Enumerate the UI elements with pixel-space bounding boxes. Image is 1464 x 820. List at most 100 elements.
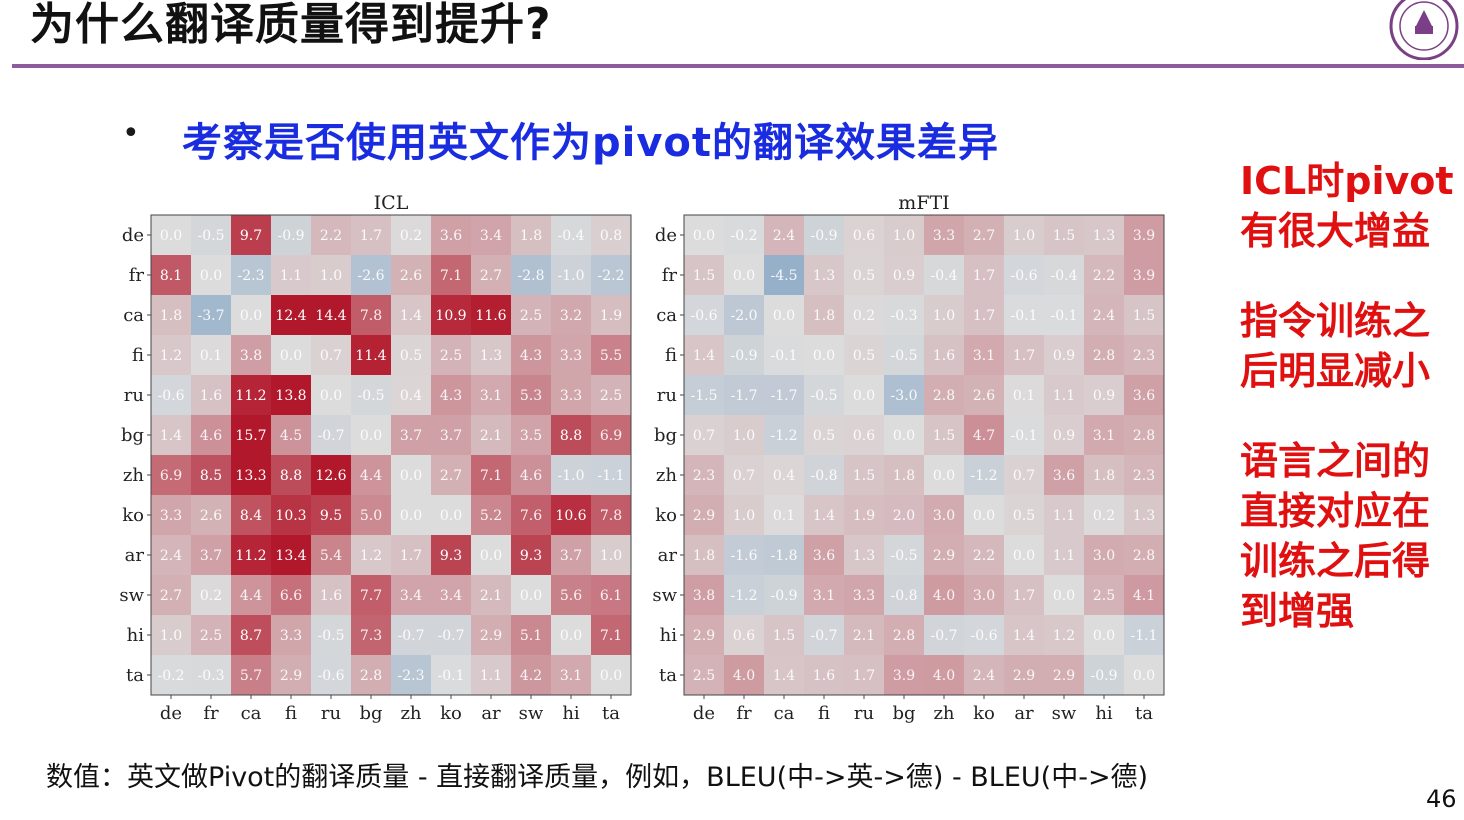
cell-value-label: 2.3 bbox=[1133, 348, 1155, 364]
cell-value-label: -1.1 bbox=[1131, 628, 1158, 644]
cell-value-label: 1.7 bbox=[1013, 348, 1035, 364]
heatmap-cell bbox=[1084, 575, 1124, 615]
heatmap-cell bbox=[684, 495, 724, 535]
heatmap-cell bbox=[844, 335, 884, 375]
cell-value-label: -2.0 bbox=[731, 308, 758, 324]
cell-value-label: 7.7 bbox=[360, 588, 382, 604]
heatmap-cell bbox=[351, 575, 391, 615]
heatmap-cell bbox=[231, 415, 271, 455]
cell-value-label: 3.3 bbox=[280, 628, 302, 644]
cell-value-label: 0.8 bbox=[600, 228, 622, 244]
x-tick-label: ru bbox=[854, 703, 874, 724]
cell-value-label: 3.3 bbox=[160, 508, 182, 524]
heatmap-cell bbox=[191, 335, 231, 375]
heatmap-cell bbox=[391, 255, 431, 295]
cell-value-label: 0.0 bbox=[813, 348, 835, 364]
heatmap-cell bbox=[591, 535, 631, 575]
heatmap-cell bbox=[1124, 335, 1164, 375]
cell-value-label: 14.4 bbox=[315, 308, 346, 324]
cell-value-label: 0.0 bbox=[1053, 588, 1075, 604]
cell-value-label: 0.1 bbox=[200, 348, 222, 364]
heatmap-cell bbox=[684, 455, 724, 495]
cell-value-label: 0.9 bbox=[1053, 348, 1075, 364]
heatmap-cell bbox=[684, 295, 724, 335]
heatmap-cell bbox=[431, 335, 471, 375]
cell-value-label: 0.0 bbox=[160, 228, 182, 244]
heatmap-cell bbox=[191, 535, 231, 575]
heatmap-cell bbox=[1004, 215, 1044, 255]
heatmap-cell bbox=[804, 375, 844, 415]
heatmap-cell bbox=[1084, 415, 1124, 455]
y-tick-label: ru bbox=[657, 385, 677, 406]
heatmap-cell bbox=[511, 655, 551, 695]
cell-value-label: 3.7 bbox=[440, 428, 462, 444]
heatmap-cell bbox=[924, 655, 964, 695]
heatmap-cell bbox=[231, 375, 271, 415]
heatmap-cell bbox=[471, 455, 511, 495]
cell-value-label: 3.6 bbox=[1053, 468, 1075, 484]
cell-value-label: 0.0 bbox=[600, 668, 622, 684]
y-tick-label: fi bbox=[132, 345, 144, 366]
cell-value-label: 2.9 bbox=[280, 668, 302, 684]
heatmap-cell bbox=[1084, 335, 1124, 375]
cell-value-label: 0.0 bbox=[1133, 668, 1155, 684]
heatmap-cell bbox=[471, 215, 511, 255]
cell-value-label: 0.1 bbox=[773, 508, 795, 524]
cell-value-label: -0.4 bbox=[558, 228, 585, 244]
heatmap-cell bbox=[471, 295, 511, 335]
cell-value-label: 0.9 bbox=[1053, 428, 1075, 444]
cell-value-label: 0.0 bbox=[400, 468, 422, 484]
heatmap-icl: ICL 0.0 -0.5 9.7 -0.9 2.2 1.7 0.2 3.6 3.4 1.8 -0.4 0… bbox=[119, 192, 632, 724]
heatmap-cell bbox=[1084, 295, 1124, 335]
cell-value-label: 9.3 bbox=[440, 548, 462, 564]
cell-value-label: 2.4 bbox=[773, 228, 795, 244]
cell-value-label: 7.1 bbox=[480, 468, 502, 484]
heatmap-cell bbox=[231, 255, 271, 295]
y-tick-label: ru bbox=[124, 385, 144, 406]
heatmap-cell bbox=[391, 215, 431, 255]
cell-value-label: 0.0 bbox=[280, 348, 302, 364]
cell-value-label: 3.0 bbox=[933, 508, 955, 524]
heatmap-cell bbox=[884, 575, 924, 615]
heatmap-cell bbox=[884, 455, 924, 495]
cell-value-label: 1.6 bbox=[200, 388, 222, 404]
heatmap-cell bbox=[1124, 535, 1164, 575]
y-tick-label: zh bbox=[123, 465, 144, 486]
heatmap-cell bbox=[591, 335, 631, 375]
heatmap-cell bbox=[231, 655, 271, 695]
heatmap-cell bbox=[391, 495, 431, 535]
cell-value-label: -0.9 bbox=[1091, 668, 1118, 684]
heatmap-cell bbox=[591, 215, 631, 255]
cell-value-label: 0.0 bbox=[360, 428, 382, 444]
cell-value-label: 2.9 bbox=[1053, 668, 1075, 684]
cell-value-label: 13.8 bbox=[275, 388, 306, 404]
heatmap-cell bbox=[231, 455, 271, 495]
cell-value-label: 11.4 bbox=[355, 348, 386, 364]
cell-value-label: -3.0 bbox=[891, 388, 918, 404]
side-note-line: 语言之间的 bbox=[1240, 439, 1431, 483]
heatmap-cell bbox=[591, 575, 631, 615]
heatmap-cell bbox=[684, 535, 724, 575]
heatmap-cell bbox=[1004, 655, 1044, 695]
cell-value-label: 5.1 bbox=[520, 628, 542, 644]
heatmap-cell bbox=[551, 615, 591, 655]
cell-value-label: 1.1 bbox=[280, 268, 302, 284]
heatmap-cell bbox=[884, 615, 924, 655]
cell-value-label: 1.9 bbox=[853, 508, 875, 524]
chart-title: mFTI bbox=[898, 192, 949, 214]
cell-value-label: 3.9 bbox=[1133, 228, 1155, 244]
heatmap-cell bbox=[724, 335, 764, 375]
heatmap-cell bbox=[351, 655, 391, 695]
cell-value-label: 1.0 bbox=[600, 548, 622, 564]
cell-value-label: 0.6 bbox=[733, 628, 755, 644]
cell-value-label: -1.8 bbox=[771, 548, 798, 564]
heatmap-cell bbox=[431, 375, 471, 415]
cell-value-label: 4.4 bbox=[240, 588, 262, 604]
heatmap-cell bbox=[591, 455, 631, 495]
heatmap-cell bbox=[1004, 495, 1044, 535]
x-tick-label: ca bbox=[241, 703, 262, 724]
heatmap-cell bbox=[1084, 455, 1124, 495]
y-tick-label: ko bbox=[655, 505, 677, 526]
heatmap-cell bbox=[431, 615, 471, 655]
cell-value-label: 3.7 bbox=[400, 428, 422, 444]
